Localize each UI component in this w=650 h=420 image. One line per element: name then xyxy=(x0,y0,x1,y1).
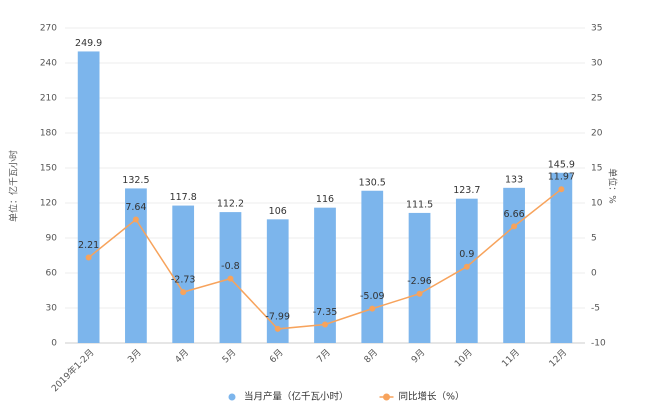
bar xyxy=(314,207,336,343)
x-tick-label: 8月 xyxy=(362,347,380,365)
x-tick-label: 3月 xyxy=(126,347,144,365)
line-point xyxy=(274,325,281,332)
line-point xyxy=(132,216,139,223)
y-tick-label: 240 xyxy=(40,59,57,69)
y2-tick-label: 5 xyxy=(591,234,597,244)
legend-label: 当月产量（亿千瓦小时） xyxy=(244,391,349,403)
y-tick-label: 120 xyxy=(40,199,57,209)
bar-value-label: 249.9 xyxy=(75,38,102,49)
bar-value-label: 112.2 xyxy=(217,199,244,210)
y-tick-label: 210 xyxy=(40,94,57,104)
y-tick-label: 60 xyxy=(46,269,58,279)
line-point xyxy=(227,275,234,282)
y-tick-label: 0 xyxy=(51,339,57,349)
line-point xyxy=(463,263,470,270)
line-value-label: -2.73 xyxy=(171,275,196,286)
y2-tick-label: 20 xyxy=(591,129,603,139)
bar-value-label: 145.9 xyxy=(548,159,575,170)
line-value-label: -2.96 xyxy=(407,276,432,287)
bar xyxy=(361,190,384,343)
line-value-label: -7.35 xyxy=(313,307,338,318)
y-tick-label: 270 xyxy=(40,24,57,34)
y-axis-label: 单位：亿千瓦小时 xyxy=(8,150,20,222)
legend-swatch xyxy=(383,393,391,401)
y2-tick-label: 15 xyxy=(591,164,602,174)
x-tick-label: 11月 xyxy=(500,347,522,369)
x-tick-label: 12月 xyxy=(547,347,569,369)
bar-value-label: 130.5 xyxy=(359,177,386,188)
y-tick-label: 180 xyxy=(40,129,57,139)
x-tick-label: 7月 xyxy=(315,347,333,365)
line-value-label: 0.9 xyxy=(459,249,474,260)
bar-value-label: 116 xyxy=(316,194,334,205)
bar xyxy=(172,205,195,343)
y2-tick-label: -10 xyxy=(591,339,606,349)
y2-tick-label: -5 xyxy=(591,304,600,314)
bar xyxy=(503,187,525,343)
bar xyxy=(266,219,289,343)
y2-tick-label: 10 xyxy=(591,199,603,209)
line-point xyxy=(558,186,565,193)
bar xyxy=(77,51,100,343)
y-tick-label: 150 xyxy=(40,164,57,174)
x-tick-label: 2019年1-2月 xyxy=(49,346,97,394)
bar xyxy=(550,172,573,343)
bar xyxy=(455,198,478,343)
line-point xyxy=(85,254,92,261)
x-tick-label: 9月 xyxy=(409,347,427,365)
bar-value-label: 111.5 xyxy=(406,199,433,210)
x-tick-label: 5月 xyxy=(220,347,238,365)
line-value-label: 6.66 xyxy=(504,209,525,220)
x-tick-label: 6月 xyxy=(267,347,285,365)
y-tick-label: 30 xyxy=(46,304,58,314)
y2-axis-label: 单位：% xyxy=(607,168,619,204)
line-point xyxy=(416,290,423,297)
line-value-label: -5.09 xyxy=(360,291,385,302)
line-value-label: -7.99 xyxy=(265,311,290,322)
line-value-label: -0.8 xyxy=(221,261,240,272)
bar-value-label: 106 xyxy=(269,206,287,217)
line-point xyxy=(180,289,187,296)
bar-value-label: 132.5 xyxy=(122,175,149,186)
bar-value-label: 133 xyxy=(505,174,523,185)
legend-swatch xyxy=(228,393,236,401)
line-point xyxy=(511,223,518,230)
legend-label: 同比增长（%） xyxy=(399,391,465,403)
y2-tick-label: 35 xyxy=(591,24,602,34)
line-value-label: 11.97 xyxy=(548,172,575,183)
line-value-label: 2.21 xyxy=(78,240,99,251)
bar-value-label: 117.8 xyxy=(170,192,197,203)
x-tick-label: 10月 xyxy=(452,347,474,369)
line-point xyxy=(369,305,376,312)
y2-tick-label: 30 xyxy=(591,59,603,69)
y2-tick-label: 25 xyxy=(591,94,602,104)
y2-tick-label: 0 xyxy=(591,269,597,279)
y-tick-label: 90 xyxy=(46,234,58,244)
line-point xyxy=(322,321,328,328)
bar xyxy=(408,212,431,343)
bar-value-label: 123.7 xyxy=(453,185,480,196)
line-value-label: 7.64 xyxy=(125,202,146,213)
x-tick-label: 4月 xyxy=(173,347,191,365)
